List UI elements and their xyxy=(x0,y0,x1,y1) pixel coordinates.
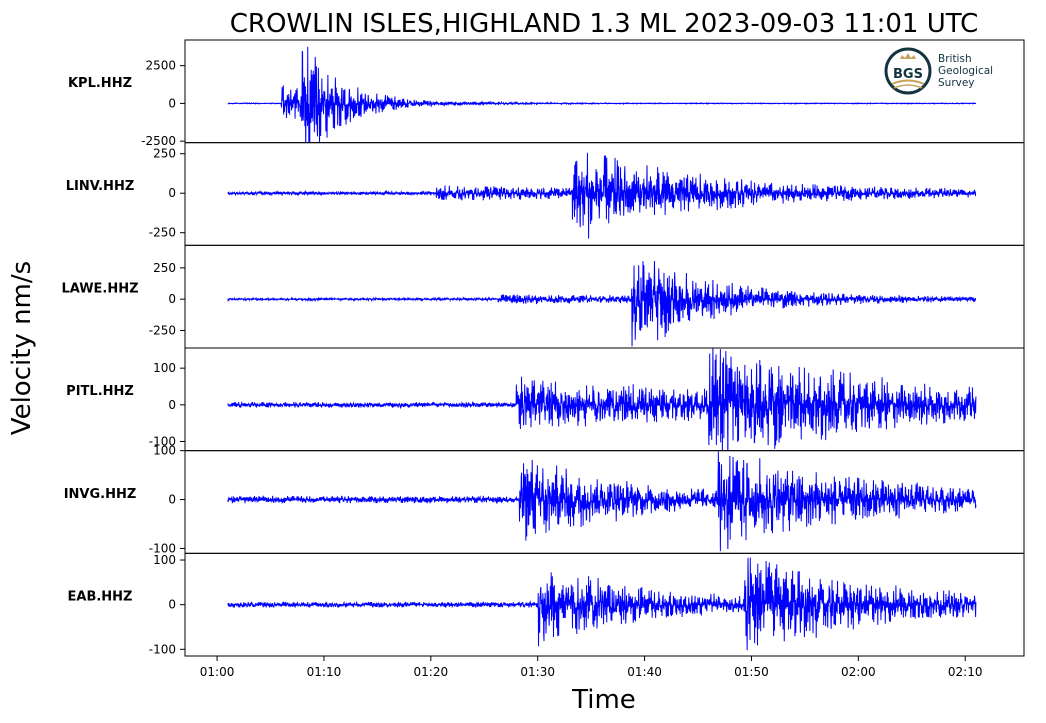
y-tick-label: -100 xyxy=(149,541,176,555)
y-tick-label: 0 xyxy=(168,292,176,306)
bgs-logo-line-3: Survey xyxy=(938,77,975,89)
trace-panels: 25000-2500KPL.HHZ2500-250LINV.HHZ2500-25… xyxy=(61,39,1025,657)
y-axis-label: Velocity nm/s xyxy=(7,261,37,435)
channel-label: INVG.HHZ xyxy=(64,487,137,502)
y-tick-label: -100 xyxy=(149,435,176,449)
waveform-trace xyxy=(227,152,977,239)
y-tick-label: 2500 xyxy=(145,59,176,73)
y-tick-label: 100 xyxy=(153,444,176,458)
x-tick-label: 02:00 xyxy=(841,665,876,679)
x-axis: 01:00 01:10 01:20 01:30 01:40 01:50 02:00 02:10 xyxy=(200,656,983,679)
y-tick-label: -250 xyxy=(149,226,176,240)
y-tick-label: 100 xyxy=(153,553,176,567)
y-tick-label: 250 xyxy=(153,261,176,275)
trace-panel-kpl-hhz: 2500 0 -2500 KPL.HHZ xyxy=(68,39,1025,148)
x-tick-label: 01:00 xyxy=(200,665,235,679)
y-tick-label: 0 xyxy=(168,96,176,110)
waveform-trace xyxy=(227,451,977,552)
y-tick-label: -100 xyxy=(149,642,176,656)
waveform-trace xyxy=(227,260,977,347)
waveform-trace xyxy=(227,348,977,451)
panel-frame xyxy=(184,244,1025,349)
wave-icon xyxy=(891,79,925,85)
chart-title: CROWLIN ISLES,HIGHLAND 1.3 ML 2023-09-03… xyxy=(230,9,979,39)
x-tick-label: 01:40 xyxy=(627,665,662,679)
x-tick-label: 01:20 xyxy=(414,665,449,679)
x-tick-label: 02:10 xyxy=(948,665,983,679)
trace-panel-eab-hhz: 100 0 -100 EAB.HHZ xyxy=(68,552,1025,657)
channel-label: KPL.HHZ xyxy=(68,76,132,91)
trace-panel-invg-hhz: 100 0 -100 INVG.HHZ xyxy=(64,444,1025,555)
x-tick-label: 01:50 xyxy=(734,665,769,679)
y-tick-label: 0 xyxy=(168,493,176,507)
channel-label: LINV.HHZ xyxy=(66,179,135,194)
trace-panel-lawe-hhz: 250 0 -250 LAWE.HHZ xyxy=(61,244,1025,349)
channel-label: PITL.HHZ xyxy=(66,384,134,399)
crown-icon xyxy=(900,53,916,59)
bgs-logo-abbrev: BGS xyxy=(893,67,923,82)
x-tick-label: 01:30 xyxy=(520,665,555,679)
bgs-logo-line-2: Geological xyxy=(938,65,993,77)
bgs-logo-line-1: British xyxy=(938,53,972,65)
x-axis-label: Time xyxy=(571,685,636,715)
waveform-trace xyxy=(227,557,977,651)
y-tick-label: 0 xyxy=(168,398,176,412)
y-tick-label: 100 xyxy=(153,361,176,375)
y-tick-label: -2500 xyxy=(141,134,176,148)
y-tick-label: -250 xyxy=(149,323,176,337)
channel-label: LAWE.HHZ xyxy=(61,281,138,296)
waveform-trace xyxy=(227,46,977,143)
y-tick-label: 0 xyxy=(168,186,176,200)
trace-panel-pitl-hhz: 100 0 -100 PITL.HHZ xyxy=(66,347,1025,452)
y-tick-label: 0 xyxy=(168,598,176,612)
channel-label: EAB.HHZ xyxy=(68,589,133,604)
bgs-logo: BGS British Geological Survey xyxy=(884,47,993,95)
wave-icon-2 xyxy=(893,84,923,89)
x-tick-label: 01:10 xyxy=(307,665,342,679)
y-tick-label: 250 xyxy=(153,147,176,161)
trace-panel-linv-hhz: 250 0 -250 LINV.HHZ xyxy=(66,142,1025,246)
